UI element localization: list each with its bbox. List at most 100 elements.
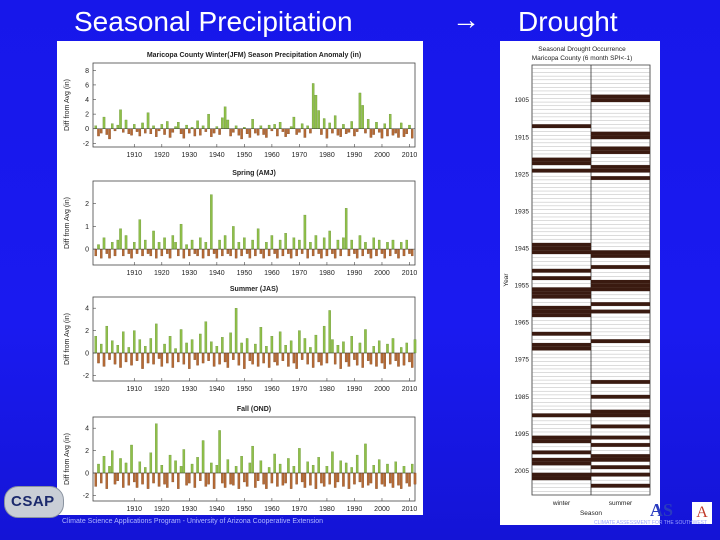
bar — [273, 453, 276, 474]
bar — [102, 116, 106, 129]
x-tick-label: 1990 — [347, 386, 363, 393]
bar — [397, 352, 400, 367]
bar — [303, 214, 307, 250]
bar — [240, 456, 243, 474]
bar — [372, 346, 375, 354]
drought-cell-winter — [532, 305, 591, 310]
bar — [122, 128, 125, 133]
x-tick-label: 1970 — [292, 506, 308, 513]
bar — [240, 128, 243, 140]
y-tick-label: 1945 — [515, 245, 530, 252]
bar — [251, 239, 254, 250]
bar — [188, 472, 191, 484]
x-tick-label: 1950 — [237, 270, 253, 277]
bar — [361, 352, 364, 368]
bar — [413, 472, 417, 485]
bar — [339, 128, 342, 137]
y-tick-label: 1975 — [515, 357, 530, 364]
bar — [306, 125, 309, 129]
drought-cell-summer — [591, 131, 650, 136]
drought-cell-winter — [532, 461, 591, 466]
drought-cell-summer — [591, 176, 650, 180]
bar — [254, 128, 257, 134]
bar — [317, 457, 320, 474]
bar — [317, 352, 320, 363]
bar — [168, 454, 172, 474]
bar — [347, 352, 351, 367]
chart-subtitle: Maricopa County (6 month SPI<-1) — [532, 55, 633, 62]
y-tick-label: 2005 — [515, 468, 530, 475]
bar — [278, 331, 282, 354]
bar — [377, 239, 381, 250]
bar — [369, 472, 373, 484]
bar — [232, 472, 235, 486]
bar — [248, 352, 252, 361]
bar — [254, 343, 257, 354]
bar — [94, 336, 98, 354]
bar — [306, 352, 309, 365]
drought-cell-summer — [591, 413, 650, 418]
drought-cell-winter — [532, 268, 591, 273]
bar — [295, 352, 298, 369]
bar — [350, 121, 353, 129]
bar — [281, 472, 285, 486]
bar — [262, 128, 265, 135]
drought-cell-winter — [532, 250, 591, 255]
bar — [303, 128, 307, 138]
bar — [328, 122, 331, 129]
bar — [116, 472, 120, 481]
bar — [111, 123, 114, 129]
bar — [204, 242, 208, 250]
bar — [116, 239, 120, 250]
bar — [146, 472, 150, 489]
bar — [163, 343, 166, 354]
drought-cell-summer — [591, 424, 650, 429]
bar — [254, 472, 257, 488]
y-tick-label: -2 — [83, 141, 89, 148]
drought-cell-winter — [532, 476, 591, 481]
bar — [185, 342, 188, 354]
bar — [303, 338, 307, 354]
bar — [372, 465, 375, 474]
bar — [350, 467, 353, 474]
bar — [333, 352, 337, 365]
bar — [185, 472, 188, 486]
bar — [388, 248, 392, 257]
bar — [182, 352, 186, 365]
bar — [223, 235, 227, 250]
bar — [372, 237, 375, 250]
drought-cell-summer — [591, 409, 650, 414]
y-tick-label: 1955 — [515, 283, 530, 290]
bar — [196, 457, 199, 474]
bar — [259, 327, 263, 354]
bar — [199, 128, 202, 136]
drought-cell-winter — [532, 313, 591, 318]
bar — [342, 341, 345, 354]
bar — [339, 352, 342, 369]
bar — [259, 125, 263, 129]
bar — [243, 352, 246, 369]
bar — [135, 352, 139, 361]
bar — [223, 106, 227, 129]
bar — [196, 248, 199, 257]
y-tick-label: 1995 — [515, 431, 530, 438]
bar — [278, 122, 282, 129]
bar — [328, 472, 331, 485]
plot-frame — [92, 62, 416, 148]
bar — [130, 128, 133, 136]
bar — [100, 472, 103, 484]
bar — [210, 462, 213, 474]
bar — [226, 459, 230, 474]
bar — [113, 352, 117, 365]
bar — [141, 122, 144, 129]
bar — [251, 445, 254, 474]
bar — [369, 352, 373, 365]
bar — [243, 237, 246, 250]
bar — [234, 248, 238, 259]
bar — [102, 456, 106, 474]
bar — [256, 128, 260, 136]
bar — [119, 352, 122, 368]
bar — [402, 248, 406, 257]
bar — [350, 336, 353, 354]
bar — [105, 128, 109, 135]
